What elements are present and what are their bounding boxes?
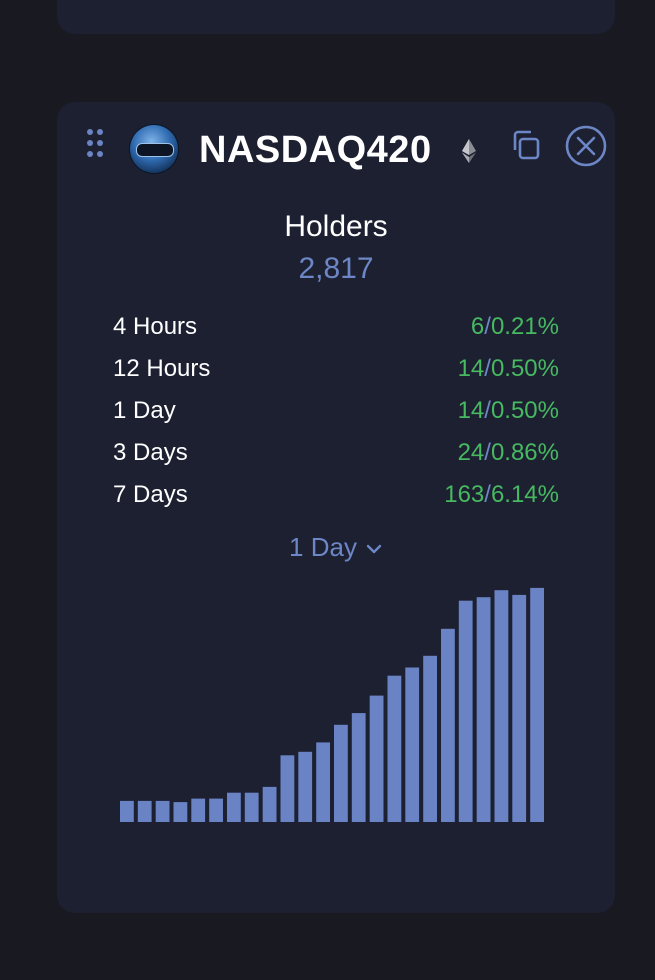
stat-percent: 0.50% bbox=[490, 355, 559, 382]
stat-change-value: 6/0.21% bbox=[471, 313, 559, 341]
token-name: NASDAQ420 bbox=[199, 129, 432, 171]
chart-bar bbox=[530, 587, 544, 822]
stat-percent: 6.14% bbox=[490, 481, 559, 508]
period-dropdown-value: 1 Day bbox=[289, 532, 357, 562]
stat-period-label: 12 Hours bbox=[113, 355, 211, 382]
holders-widget: NASDAQ420 Holders 2,817 4 Hours 6/0.21% … bbox=[57, 102, 615, 913]
chart-bar bbox=[298, 751, 313, 822]
stat-change-value: 14/0.50% bbox=[458, 397, 559, 425]
chart-bar bbox=[209, 798, 223, 822]
stat-separator: / bbox=[484, 355, 491, 382]
chart-bar bbox=[120, 800, 134, 822]
chart-bar bbox=[405, 667, 420, 822]
stat-change-value: 14/0.50% bbox=[458, 355, 559, 383]
chart-bar bbox=[173, 802, 188, 822]
widget-header: NASDAQ420 bbox=[57, 102, 615, 198]
chart-bar bbox=[262, 786, 277, 822]
holder-change-stats: 4 Hours 6/0.21% 12 Hours 14/0.50% 1 Day … bbox=[113, 313, 559, 523]
stat-separator: / bbox=[484, 397, 491, 424]
stat-percent: 0.86% bbox=[490, 439, 559, 466]
chart-bar bbox=[227, 792, 241, 822]
chart-bar bbox=[369, 695, 384, 822]
chart-bar bbox=[512, 594, 527, 822]
stat-count: 14 bbox=[457, 397, 485, 424]
chart-bar bbox=[458, 600, 473, 822]
drag-handle-icon[interactable] bbox=[87, 129, 107, 161]
holders-bar-chart bbox=[120, 587, 544, 822]
stat-change-value: 24/0.86% bbox=[458, 439, 559, 467]
holders-count: 2,817 bbox=[298, 252, 374, 285]
stat-period-label: 7 Days bbox=[113, 481, 188, 508]
chart-bar bbox=[191, 798, 206, 822]
stat-count: 163 bbox=[444, 481, 485, 508]
stat-period-label: 3 Days bbox=[113, 439, 188, 466]
chart-bar bbox=[280, 755, 295, 822]
chart-bar bbox=[423, 655, 437, 822]
chart-bar bbox=[494, 590, 509, 822]
ethereum-icon bbox=[462, 139, 476, 163]
stat-row: 1 Day 14/0.50% bbox=[113, 397, 559, 439]
chart-bar bbox=[244, 792, 259, 822]
stat-row: 7 Days 163/6.14% bbox=[113, 481, 559, 523]
stat-count: 6 bbox=[470, 313, 485, 340]
chart-bar bbox=[334, 724, 348, 822]
chart-bar bbox=[441, 628, 455, 822]
chart-bar bbox=[316, 742, 330, 822]
chevron-down-icon bbox=[366, 544, 382, 554]
holders-label: Holders bbox=[284, 210, 388, 243]
copy-icon[interactable] bbox=[510, 128, 544, 162]
chart-bar bbox=[387, 675, 402, 822]
stat-count: 14 bbox=[457, 355, 485, 382]
close-icon[interactable] bbox=[564, 124, 608, 168]
stat-row: 3 Days 24/0.86% bbox=[113, 439, 559, 481]
previous-card bbox=[57, 0, 615, 34]
chart-bar bbox=[476, 597, 491, 822]
chart-bar bbox=[155, 800, 170, 822]
stat-period-label: 4 Hours bbox=[113, 313, 198, 340]
token-logo-icon bbox=[130, 125, 178, 173]
stat-percent: 0.50% bbox=[490, 397, 559, 424]
period-dropdown[interactable]: 1 Day bbox=[57, 532, 615, 563]
stat-period-label: 1 Day bbox=[113, 397, 176, 424]
stat-separator: / bbox=[484, 439, 491, 466]
stat-separator: / bbox=[484, 481, 491, 508]
stat-count: 24 bbox=[457, 439, 485, 466]
chart-bar bbox=[137, 800, 152, 822]
stat-separator: / bbox=[484, 313, 491, 340]
stat-row: 12 Hours 14/0.50% bbox=[113, 355, 559, 397]
stat-row: 4 Hours 6/0.21% bbox=[113, 313, 559, 355]
chart-bar bbox=[351, 713, 366, 822]
stat-percent: 0.21% bbox=[490, 313, 559, 340]
stat-change-value: 163/6.14% bbox=[444, 481, 559, 509]
